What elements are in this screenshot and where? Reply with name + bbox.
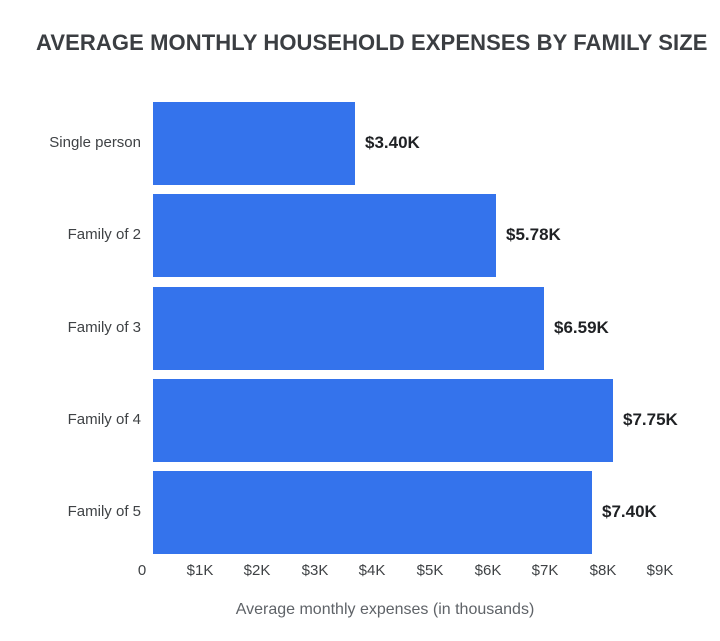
x-axis-label: Average monthly expenses (in thousands) [235,601,535,618]
x-tick-label: $5K [416,562,444,579]
category-label: Family of 4 [67,411,141,428]
bar [153,287,544,370]
value-label: $5.78K [506,225,561,244]
value-label: $7.75K [623,410,678,429]
category-label: Single person [49,134,141,151]
chart-title: AVERAGE MONTHLY HOUSEHOLD EXPENSES BY FA… [36,30,708,55]
value-label: $3.40K [365,133,420,152]
bar [153,379,613,462]
x-tick-label: $3K [301,562,329,579]
x-tick-label: 0 [137,562,147,579]
category-label: Family of 2 [67,226,141,243]
x-tick-label: $8K [589,562,617,579]
bar [153,102,355,185]
x-tick-label: $4K [358,562,386,579]
bar [153,471,592,554]
x-tick-label: $6K [474,562,502,579]
value-label: $6.59K [554,318,609,337]
category-label: Family of 3 [67,319,141,336]
bar [153,194,496,277]
x-tick-label: $2K [243,562,271,579]
x-tick-label: $9K [646,562,674,579]
category-label: Family of 5 [67,503,141,520]
value-label: $7.40K [602,502,657,521]
x-tick-label: $1K [186,562,214,579]
x-tick-label: $7K [531,562,559,579]
